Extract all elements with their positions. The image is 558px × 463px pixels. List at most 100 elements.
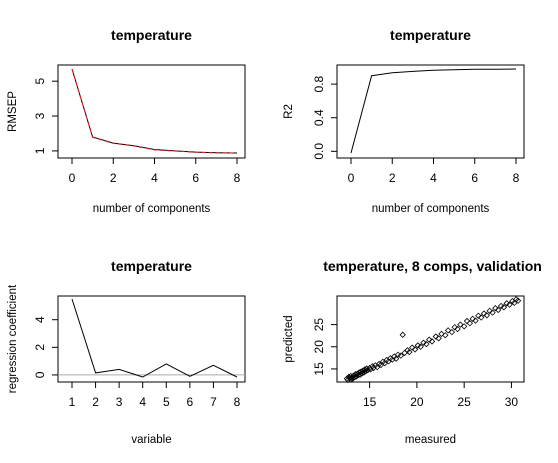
y-tick-label: 1 bbox=[33, 147, 47, 154]
scatter-point bbox=[414, 342, 422, 349]
chart-panel-1: temperature 0 2 4 6 8 1 3 5 number of components R… bbox=[7, 27, 246, 215]
x-tick-label: 30 bbox=[505, 395, 519, 409]
plot-frame bbox=[336, 295, 525, 383]
y-tick-label: 0.0 bbox=[312, 143, 326, 160]
plot-frame bbox=[57, 295, 246, 383]
x-tick-label: 7 bbox=[210, 395, 217, 409]
scatter-point bbox=[475, 312, 482, 319]
x-axis-label: number of components bbox=[372, 203, 490, 215]
scatter-point bbox=[457, 321, 464, 328]
scatter-point bbox=[486, 307, 493, 315]
y-axis-label: regression coefficient bbox=[7, 284, 19, 393]
scatter-point bbox=[461, 323, 468, 330]
chart-title: temperature, 8 comps, validation bbox=[323, 258, 542, 274]
scatter-point bbox=[489, 309, 496, 316]
chart-panel-3: temperature 1 2 3 4 5 6 7 8 0 2 4 variable regression… bbox=[7, 258, 246, 446]
x-tick-label: 4 bbox=[151, 171, 158, 185]
scatter-point bbox=[406, 348, 413, 356]
scatter-point bbox=[448, 328, 456, 336]
x-axis-label: number of components bbox=[93, 203, 211, 215]
x-tick-label: 2 bbox=[92, 395, 99, 409]
series-line-r2 bbox=[350, 68, 517, 154]
scatter-point bbox=[369, 363, 376, 370]
y-tick-label: 4 bbox=[33, 316, 47, 323]
scatter-point bbox=[347, 376, 354, 383]
scatter-point bbox=[347, 372, 354, 380]
x-tick-label: 0 bbox=[348, 171, 355, 185]
x-tick-label: 8 bbox=[234, 395, 241, 409]
x-tick-label: 1 bbox=[69, 395, 76, 409]
y-tick-label: 3 bbox=[33, 112, 47, 119]
chart-panel-4: temperature, 8 comps, validation 15 20 25 30… bbox=[283, 258, 542, 446]
series-line-adjcv bbox=[71, 68, 238, 154]
scatter-point bbox=[432, 333, 439, 340]
y-tick-label: 0 bbox=[33, 371, 47, 378]
x-tick-label: 4 bbox=[139, 395, 146, 409]
x-tick-label: 8 bbox=[234, 171, 241, 185]
y-tick-label: 5 bbox=[33, 78, 47, 85]
y-tick-label: 15 bbox=[312, 362, 326, 376]
scatter-point bbox=[466, 320, 474, 327]
scatter-point bbox=[469, 315, 476, 322]
scatter-point bbox=[506, 301, 513, 308]
x-tick-label: 15 bbox=[363, 395, 377, 409]
x-tick-label: 3 bbox=[116, 395, 123, 409]
series-line-cv bbox=[71, 68, 238, 154]
y-axis-label: RMSEP bbox=[7, 91, 19, 132]
chart-title: temperature bbox=[111, 258, 192, 274]
scatter-point bbox=[514, 297, 522, 304]
scatter-point bbox=[497, 302, 505, 310]
scatter-point bbox=[363, 365, 370, 372]
plot-frame bbox=[336, 64, 525, 159]
scatter-point bbox=[397, 352, 404, 359]
x-tick-label: 5 bbox=[163, 395, 170, 409]
y-axis-label: predicted bbox=[283, 315, 295, 362]
y-tick-label: 0.4 bbox=[312, 109, 326, 126]
scatter-point bbox=[423, 340, 430, 348]
chart-title: temperature bbox=[390, 27, 471, 43]
y-tick-label: 25 bbox=[312, 318, 326, 332]
scatter-point bbox=[451, 324, 458, 331]
x-tick-label: 8 bbox=[513, 171, 520, 185]
x-tick-label: 0 bbox=[69, 171, 76, 185]
scatter-point bbox=[428, 338, 436, 345]
y-tick-label: 20 bbox=[312, 340, 326, 354]
x-axis-label: variable bbox=[131, 434, 171, 446]
chart-panel-2: temperature 0 2 4 6 8 0.0 0.4 0.8 number of compo… bbox=[283, 27, 525, 215]
y-axis-label: R2 bbox=[283, 104, 295, 119]
scatter-point bbox=[503, 300, 510, 307]
scatter-point bbox=[411, 346, 419, 353]
scatter-point bbox=[500, 304, 508, 311]
scatter-point bbox=[392, 355, 400, 362]
x-tick-label: 6 bbox=[192, 171, 199, 185]
scatter-point bbox=[426, 336, 433, 343]
x-tick-label: 6 bbox=[187, 395, 194, 409]
scatter-point bbox=[463, 317, 471, 325]
x-tick-label: 6 bbox=[471, 171, 478, 185]
scatter-point bbox=[483, 312, 491, 319]
scatter-point bbox=[480, 310, 488, 317]
scatter-point bbox=[478, 314, 485, 321]
chart-title: temperature bbox=[111, 27, 192, 43]
scatter-point bbox=[472, 317, 479, 324]
x-tick-label: 25 bbox=[457, 395, 471, 409]
scatter-point bbox=[364, 367, 371, 374]
scatter-point bbox=[404, 347, 411, 354]
x-tick-label: 2 bbox=[389, 171, 396, 185]
scatter-point bbox=[495, 306, 502, 314]
scatter-point bbox=[438, 330, 445, 338]
scatter-point bbox=[409, 344, 416, 351]
scatter-point bbox=[435, 335, 442, 342]
scatter-point bbox=[399, 331, 406, 338]
scatter-point bbox=[442, 332, 449, 339]
x-tick-label: 4 bbox=[430, 171, 437, 185]
scatter-point bbox=[375, 360, 383, 368]
plot-frame bbox=[57, 64, 246, 159]
scatter-point bbox=[444, 327, 452, 334]
series-line-coefficients bbox=[71, 298, 238, 378]
scatter-point bbox=[454, 325, 461, 333]
x-tick-label: 2 bbox=[110, 171, 117, 185]
y-tick-label: 2 bbox=[33, 344, 47, 351]
scatter-point bbox=[420, 339, 427, 346]
